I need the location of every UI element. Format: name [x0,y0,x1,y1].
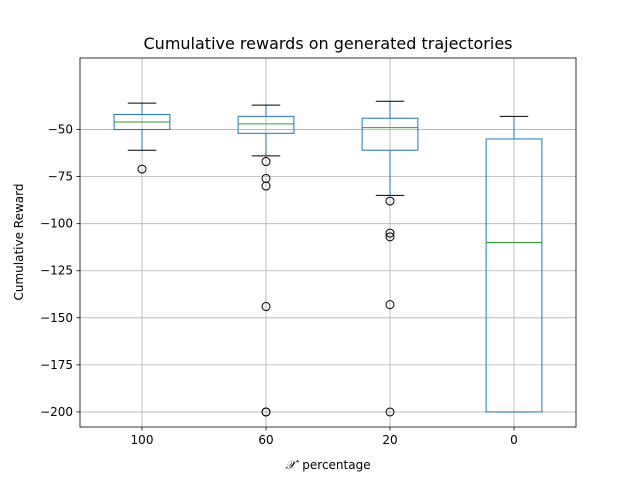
x-tick-label: 20 [382,433,397,447]
outlier-point [261,407,271,417]
plot-frame [79,57,577,428]
x-tick-label: 0 [510,433,518,447]
box-group-20 [361,100,419,417]
x-axis-label-text: percentage [298,458,370,472]
box-group-0 [485,115,543,413]
y-tick-label: −150 [40,311,73,325]
outlier-point [385,196,395,206]
y-tick-label: −200 [40,405,73,419]
y-tick-label: −175 [40,358,73,372]
outlier-point [261,302,271,312]
y-tick-label: −50 [48,123,73,137]
box-series [113,100,543,417]
chart-title: Cumulative rewards on generated trajecto… [144,34,513,53]
outlier-point [137,164,147,174]
outlier-point [385,407,395,417]
x-axis-label: 𝒳′ percentage [285,458,370,472]
outlier-point [261,157,271,167]
y-tick-label: −75 [48,170,73,184]
outlier-point [385,300,395,310]
x-axis-label-symbol: 𝒳′ [285,458,299,472]
y-tick-label: −125 [40,264,73,278]
outlier-point [261,181,271,191]
x-tick-label: 60 [258,433,273,447]
axis-ticks: −50 −75 −100 −125 −150 −175 −200 100 60 20 0 [40,123,518,447]
iqr-box [361,117,419,151]
box-group-60 [237,104,295,417]
y-tick-label: −100 [40,217,73,231]
outlier-point [385,232,395,242]
iqr-box [485,138,543,413]
x-tick-label: 100 [131,433,154,447]
outlier-point [385,228,395,238]
box-group-100 [113,102,171,174]
iqr-box [237,115,295,134]
y-axis-label: Cumulative Reward [12,184,26,301]
